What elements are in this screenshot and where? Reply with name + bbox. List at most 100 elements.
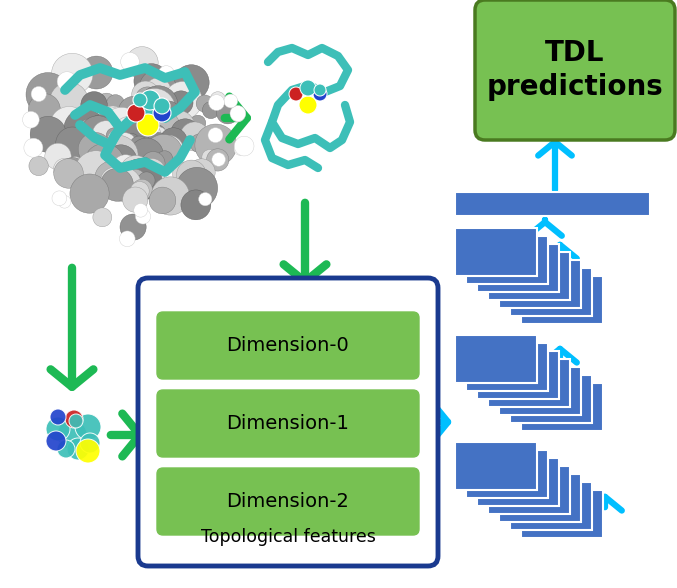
- Circle shape: [80, 56, 113, 89]
- Circle shape: [146, 125, 167, 145]
- Circle shape: [148, 126, 168, 146]
- Circle shape: [198, 192, 212, 206]
- Circle shape: [130, 182, 149, 201]
- Circle shape: [127, 104, 145, 122]
- Circle shape: [127, 119, 156, 148]
- Circle shape: [190, 134, 209, 153]
- Bar: [466, 450, 548, 498]
- Bar: [510, 268, 592, 316]
- Circle shape: [135, 87, 160, 112]
- Circle shape: [89, 107, 123, 141]
- Circle shape: [160, 128, 188, 156]
- Bar: [466, 236, 548, 284]
- Circle shape: [130, 136, 148, 155]
- Circle shape: [30, 116, 66, 152]
- Bar: [499, 367, 581, 415]
- Circle shape: [69, 414, 83, 428]
- Circle shape: [24, 138, 43, 157]
- Circle shape: [123, 187, 148, 212]
- Circle shape: [46, 417, 70, 441]
- Circle shape: [232, 110, 244, 122]
- Circle shape: [92, 121, 119, 148]
- Circle shape: [70, 174, 109, 213]
- Circle shape: [133, 117, 161, 144]
- Circle shape: [46, 431, 66, 451]
- Circle shape: [52, 191, 67, 206]
- Circle shape: [210, 92, 225, 107]
- Circle shape: [139, 69, 176, 106]
- Circle shape: [93, 208, 112, 227]
- Text: Dimension-0: Dimension-0: [227, 336, 349, 355]
- Circle shape: [89, 108, 114, 133]
- Circle shape: [50, 409, 66, 425]
- Circle shape: [51, 54, 93, 95]
- Circle shape: [106, 95, 125, 113]
- FancyBboxPatch shape: [475, 0, 675, 140]
- Circle shape: [195, 124, 237, 166]
- Circle shape: [74, 151, 118, 194]
- Circle shape: [124, 169, 146, 192]
- Circle shape: [217, 102, 239, 124]
- Circle shape: [224, 94, 238, 108]
- Bar: [455, 228, 537, 276]
- Circle shape: [116, 122, 150, 156]
- Bar: [521, 490, 603, 538]
- Circle shape: [139, 108, 181, 149]
- Circle shape: [145, 78, 171, 104]
- Bar: [499, 260, 581, 308]
- Circle shape: [121, 155, 152, 186]
- Bar: [510, 375, 592, 423]
- Circle shape: [190, 115, 206, 131]
- Text: Dimension-1: Dimension-1: [227, 414, 349, 433]
- Circle shape: [230, 106, 246, 121]
- Circle shape: [118, 96, 150, 128]
- Circle shape: [141, 152, 165, 175]
- Circle shape: [171, 119, 200, 148]
- Circle shape: [101, 168, 133, 201]
- Circle shape: [168, 117, 182, 131]
- FancyBboxPatch shape: [157, 468, 419, 535]
- Circle shape: [116, 126, 144, 155]
- Circle shape: [121, 116, 150, 145]
- Circle shape: [209, 95, 225, 111]
- Circle shape: [154, 135, 183, 165]
- Circle shape: [132, 179, 152, 200]
- Bar: [477, 351, 559, 399]
- Circle shape: [58, 195, 71, 208]
- Circle shape: [106, 128, 121, 143]
- Circle shape: [234, 136, 254, 156]
- Circle shape: [117, 123, 147, 153]
- Circle shape: [83, 158, 108, 183]
- Text: TDL
predictions: TDL predictions: [487, 39, 663, 101]
- Circle shape: [75, 414, 101, 440]
- Circle shape: [114, 108, 153, 146]
- Circle shape: [45, 143, 71, 170]
- Circle shape: [112, 155, 139, 182]
- Circle shape: [131, 81, 160, 109]
- Circle shape: [100, 167, 129, 196]
- Circle shape: [125, 118, 147, 139]
- Circle shape: [202, 102, 219, 119]
- Circle shape: [49, 82, 88, 121]
- Circle shape: [173, 162, 196, 186]
- Circle shape: [196, 95, 213, 112]
- Circle shape: [181, 190, 211, 220]
- Circle shape: [140, 90, 160, 110]
- Circle shape: [67, 438, 89, 460]
- Circle shape: [53, 158, 76, 181]
- Circle shape: [133, 93, 147, 107]
- FancyBboxPatch shape: [138, 278, 438, 566]
- Circle shape: [147, 132, 169, 155]
- Circle shape: [79, 132, 112, 166]
- Circle shape: [289, 87, 303, 101]
- Bar: [510, 482, 592, 530]
- Circle shape: [212, 153, 225, 166]
- Circle shape: [121, 52, 139, 71]
- Circle shape: [164, 82, 202, 119]
- Text: Dimension-2: Dimension-2: [227, 492, 349, 511]
- Circle shape: [93, 159, 112, 179]
- Circle shape: [139, 86, 178, 125]
- Circle shape: [169, 91, 193, 115]
- Circle shape: [154, 98, 170, 114]
- Circle shape: [154, 101, 181, 128]
